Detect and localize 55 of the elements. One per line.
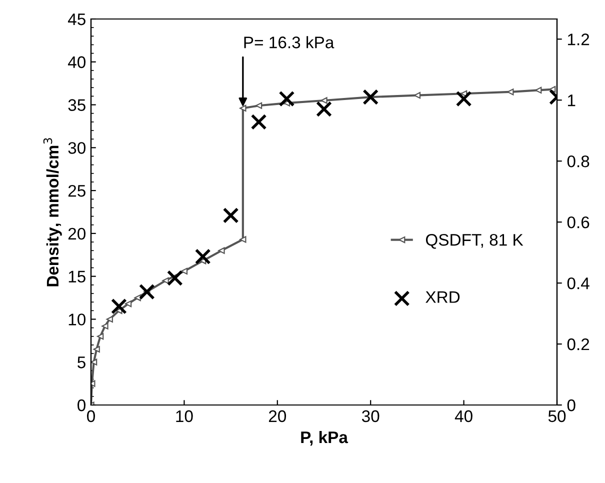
point <box>180 268 188 275</box>
point <box>138 284 155 300</box>
point <box>110 298 127 314</box>
point <box>316 101 332 118</box>
point <box>162 277 169 284</box>
point <box>106 316 113 323</box>
x-tick-label: 40 <box>454 410 472 422</box>
point <box>218 247 225 254</box>
point <box>250 114 267 130</box>
y-tick-label: 20 <box>68 228 86 240</box>
point <box>91 358 98 366</box>
x-tick-label: 50 <box>548 410 566 422</box>
y-tick-label: 0 <box>78 399 86 412</box>
point <box>93 346 100 353</box>
y2-tick-label: 0.4 <box>567 277 590 290</box>
point <box>240 104 246 112</box>
point <box>194 248 211 265</box>
point <box>124 300 132 308</box>
x-tick-label: 10 <box>176 410 193 422</box>
legend-label: XRD <box>426 291 460 303</box>
point <box>102 322 108 330</box>
y2-tick-label: 1.2 <box>568 34 590 46</box>
y2-tick-label: 0.6 <box>567 216 590 228</box>
x-tick-label: 0 <box>87 410 95 422</box>
y2-tick-label: 1 <box>568 94 576 106</box>
point <box>362 89 379 106</box>
point <box>222 207 239 224</box>
x-axis-title: P, kPa <box>301 430 348 446</box>
y-tick-label: 10 <box>68 314 86 326</box>
y-tick-label: 15 <box>68 270 86 283</box>
y2-tick-label: 0.8 <box>567 155 590 168</box>
x-tick-label: 20 <box>268 410 286 422</box>
y-tick-label: 35 <box>68 99 86 111</box>
point <box>549 86 556 93</box>
x-tick-label: 30 <box>362 410 380 422</box>
point <box>507 88 514 96</box>
point <box>535 86 542 94</box>
point <box>96 333 104 340</box>
annotation: P= 16.3 kPa <box>244 36 334 48</box>
y-axis-title: Density, mmol/cm$^{3}$ <box>43 138 62 286</box>
legend-label: QSDFT, 81 K <box>426 234 524 249</box>
y-tick-label: 5 <box>78 356 86 368</box>
y-tick-label: 40 <box>68 56 86 68</box>
point <box>278 90 295 107</box>
point <box>240 236 246 243</box>
y2-tick-label: 0 <box>567 399 576 412</box>
y-tick-label: 25 <box>68 184 86 197</box>
point <box>320 97 328 104</box>
y-tick-label: 45 <box>68 14 86 26</box>
point <box>166 270 183 286</box>
y2-tick-label: 0.2 <box>567 338 590 350</box>
point <box>134 294 141 302</box>
point <box>456 90 472 107</box>
y-tick-label: 30 <box>68 142 86 154</box>
point <box>255 102 262 109</box>
